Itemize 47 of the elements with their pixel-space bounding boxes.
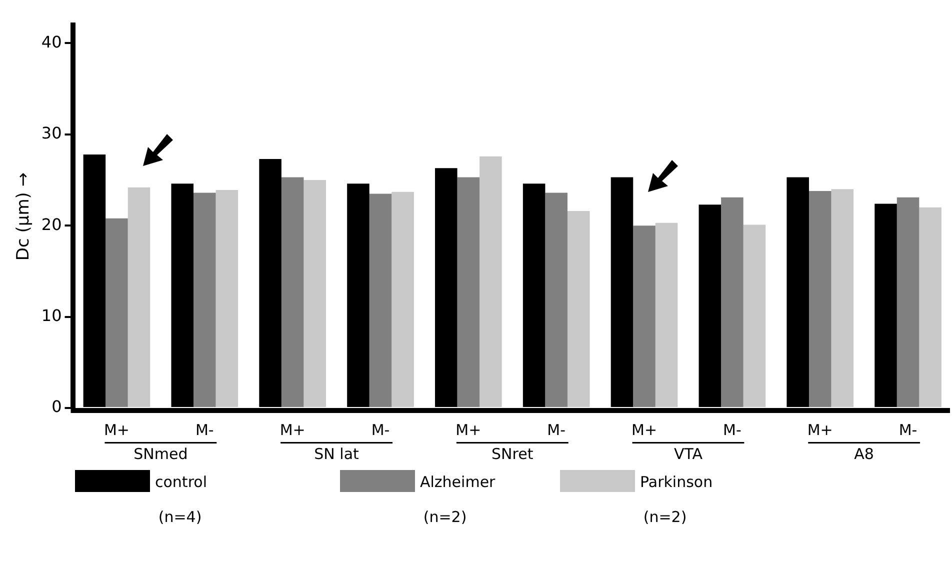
legend-label: control (155, 472, 207, 491)
bar (655, 222, 678, 407)
bar (392, 192, 414, 407)
bar (808, 190, 832, 407)
text: (n=4) (158, 508, 202, 526)
bar (304, 180, 326, 407)
y-tick-label: 0 (52, 397, 62, 416)
bar (106, 218, 128, 407)
text: (n=2) (643, 508, 687, 526)
y-tick-label: 10 (41, 306, 62, 325)
x-tick-label: M+ (280, 420, 306, 439)
x-tick-label: M- (547, 420, 566, 439)
bar (480, 156, 502, 407)
bar (457, 177, 480, 407)
bar (743, 224, 766, 407)
x-tick-label: M+ (807, 420, 833, 439)
y-axis-title: Dc (µm) → (14, 172, 34, 261)
bar (369, 194, 392, 407)
text: VTA (674, 444, 704, 463)
x-tick-label: M- (898, 420, 918, 439)
text: SNmed (134, 444, 188, 463)
bar (128, 187, 150, 407)
bar (721, 197, 744, 407)
y-tick-label: 20 (41, 214, 62, 234)
x-tick-label: M- (723, 420, 742, 439)
bar (633, 226, 656, 407)
text: SNret (492, 444, 534, 463)
bar (831, 189, 854, 407)
y-tick-label: 40 (41, 32, 62, 52)
text: SN lat (314, 444, 360, 463)
legend-label: Parkinson (640, 472, 713, 491)
bar (281, 177, 304, 407)
x-tick-label: M- (371, 420, 390, 439)
bar (567, 211, 590, 407)
y-tick-label: 30 (41, 124, 62, 143)
text: A8 (854, 444, 874, 463)
bar (545, 192, 568, 407)
bar (194, 192, 216, 407)
legend-label: Alzheimer (420, 472, 496, 491)
x-tick-label: M- (195, 420, 214, 439)
x-tick-label: M+ (104, 420, 130, 439)
text: (n=2) (423, 508, 467, 526)
bar (216, 190, 238, 407)
x-tick-label: M+ (456, 420, 482, 439)
x-tick-label: M+ (632, 420, 658, 439)
bar (896, 197, 920, 407)
bar (919, 207, 942, 407)
